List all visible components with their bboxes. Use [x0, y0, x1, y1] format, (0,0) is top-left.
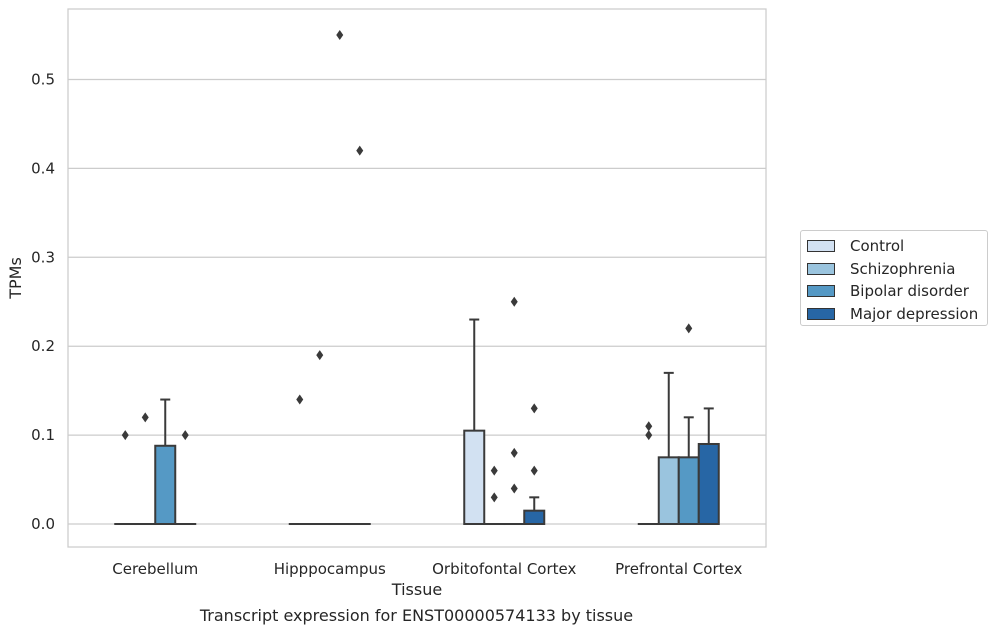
outlier-point: [121, 430, 129, 441]
box-1-3: [348, 145, 371, 526]
legend-swatch: [807, 285, 835, 297]
outlier-point: [685, 323, 693, 334]
box-3-2: [677, 323, 700, 526]
legend-label: Control: [850, 237, 905, 255]
y-tick-label: 0.5: [31, 71, 55, 89]
box-0-3: [174, 430, 197, 526]
y-tick-label: 0.0: [31, 515, 55, 533]
legend-item: Major depression: [807, 305, 978, 323]
y-axis-label: TPMs: [6, 257, 25, 300]
box-2-0: [463, 318, 486, 525]
box-2-3: [523, 403, 546, 526]
box-body: [697, 442, 720, 525]
outlier-point: [645, 430, 653, 441]
outlier-point: [316, 350, 324, 361]
outlier-point: [645, 421, 653, 432]
x-tick-label: Cerebellum: [112, 560, 198, 578]
box-3-0: [637, 421, 660, 526]
legend-swatch: [807, 262, 835, 275]
legend-swatch: [807, 307, 835, 320]
plot-frame: [67, 8, 767, 548]
y-axis-ticks: 0.0 0.1 0.2 0.3 0.4 0.5: [31, 71, 55, 534]
box-2-1: [483, 465, 506, 526]
box-body: [523, 509, 546, 526]
outlier-point: [510, 296, 518, 307]
legend-item: Control: [807, 237, 904, 255]
outlier-point: [490, 492, 498, 503]
x-axis-ticks: Cerebellum Hipppocampus Orbitofontal Corte…: [112, 560, 742, 578]
box-1-2: [328, 30, 351, 526]
box-3-1: [657, 371, 680, 526]
outlier-point: [510, 447, 518, 458]
outlier-point: [336, 30, 344, 41]
box-0-1: [134, 412, 157, 526]
box-1-0: [288, 394, 311, 526]
outlier-point: [181, 430, 189, 441]
outlier-point: [530, 403, 538, 414]
box-body: [677, 456, 700, 526]
outlier-point: [530, 465, 538, 476]
legend-label: Schizophrenia: [850, 259, 956, 278]
legend-label: Bipolar disorder: [850, 282, 969, 300]
outlier-point: [490, 465, 498, 476]
legend: Control Schizophrenia Bipolar disorder Majo…: [800, 230, 988, 326]
outlier-point: [510, 483, 518, 494]
chart-caption: Transcript expression for ENST0000057413…: [199, 606, 634, 625]
legend-label: Major depression: [850, 304, 979, 323]
y-tick-label: 0.3: [31, 248, 55, 266]
x-tick-label: Hipppocampus: [274, 560, 386, 578]
y-tick-label: 0.4: [31, 159, 55, 177]
outlier-point: [356, 145, 364, 156]
box-body: [154, 444, 177, 526]
box-body: [463, 429, 486, 525]
x-axis-label: Tissue: [391, 580, 442, 599]
legend-item: Schizophrenia: [807, 260, 955, 278]
box-2-2: [503, 296, 526, 526]
box-3-3: [697, 407, 720, 525]
y-tick-label: 0.2: [31, 337, 55, 355]
legend-item: Bipolar disorder: [807, 282, 969, 300]
outlier-point: [141, 412, 149, 423]
boxes: [114, 30, 720, 526]
x-tick-label: Prefrontal Cortex: [615, 560, 742, 578]
outlier-point: [296, 394, 304, 405]
box-0-0: [114, 430, 137, 526]
box-body: [657, 456, 680, 526]
box-1-1: [308, 350, 331, 526]
y-tick-label: 0.1: [31, 426, 55, 444]
legend-swatch: [807, 240, 835, 252]
box-0-2: [154, 398, 177, 526]
x-tick-label: Orbitofontal Cortex: [432, 560, 576, 578]
